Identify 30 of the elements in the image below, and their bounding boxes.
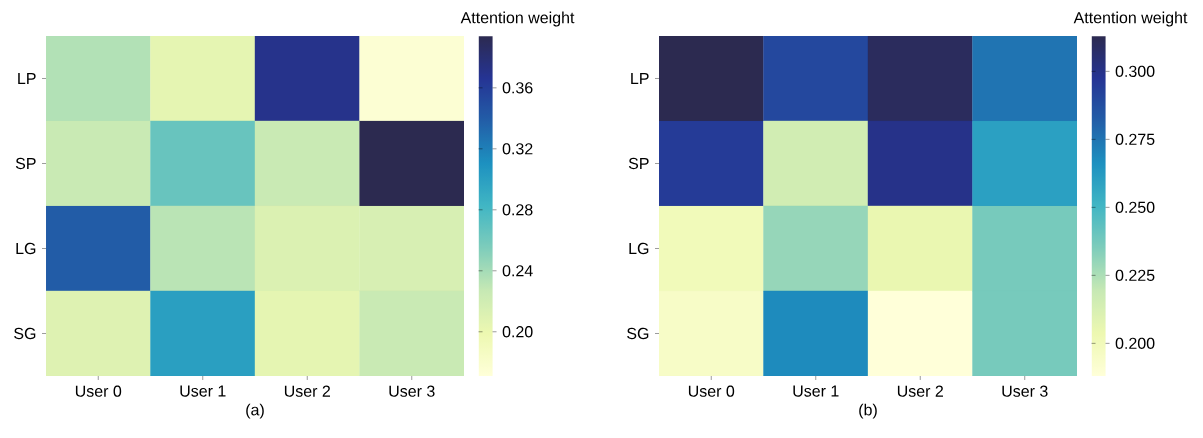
y-tick-label: SG: [627, 327, 649, 340]
x-tick-label: User 0: [688, 385, 735, 397]
y-tick-label: SP: [628, 157, 649, 170]
color-bar-label: 0.300: [1115, 65, 1155, 78]
y-tick-label: SG: [14, 327, 36, 340]
color-bar-label: 0.275: [1115, 133, 1155, 146]
color-bar-title: Attention weight: [460, 11, 575, 27]
y-tick-label: LG: [629, 242, 649, 255]
y-tick-label: LP: [631, 72, 649, 84]
color-bar-label: 0.20: [502, 326, 533, 338]
x-tick-label: User 3: [389, 385, 435, 397]
x-axis-title: (b): [859, 403, 877, 419]
x-tick-label: User 2: [897, 385, 943, 397]
x-tick-label: User 3: [1002, 385, 1048, 397]
y-tick-label: SP: [15, 157, 36, 170]
color-bar-label: 0.24: [502, 265, 533, 277]
color-bar-title: Attention weight: [1073, 11, 1188, 27]
color-bar-label: 0.200: [1115, 337, 1155, 350]
x-tick-label: User 0: [75, 385, 122, 397]
y-tick-label: LG: [16, 242, 36, 255]
x-tick-label: User 1: [180, 385, 226, 397]
x-axis-title: (a): [246, 403, 264, 419]
color-bar-label: 0.32: [502, 143, 533, 155]
color-bar-label: 0.225: [1115, 269, 1155, 282]
color-bar-label: 0.250: [1115, 201, 1155, 214]
y-tick-label: LP: [18, 72, 36, 84]
x-tick-label: User 1: [793, 385, 839, 397]
x-tick-label: User 2: [284, 385, 330, 397]
color-bar-label: 0.28: [502, 204, 533, 216]
color-bar-label: 0.36: [502, 82, 533, 94]
